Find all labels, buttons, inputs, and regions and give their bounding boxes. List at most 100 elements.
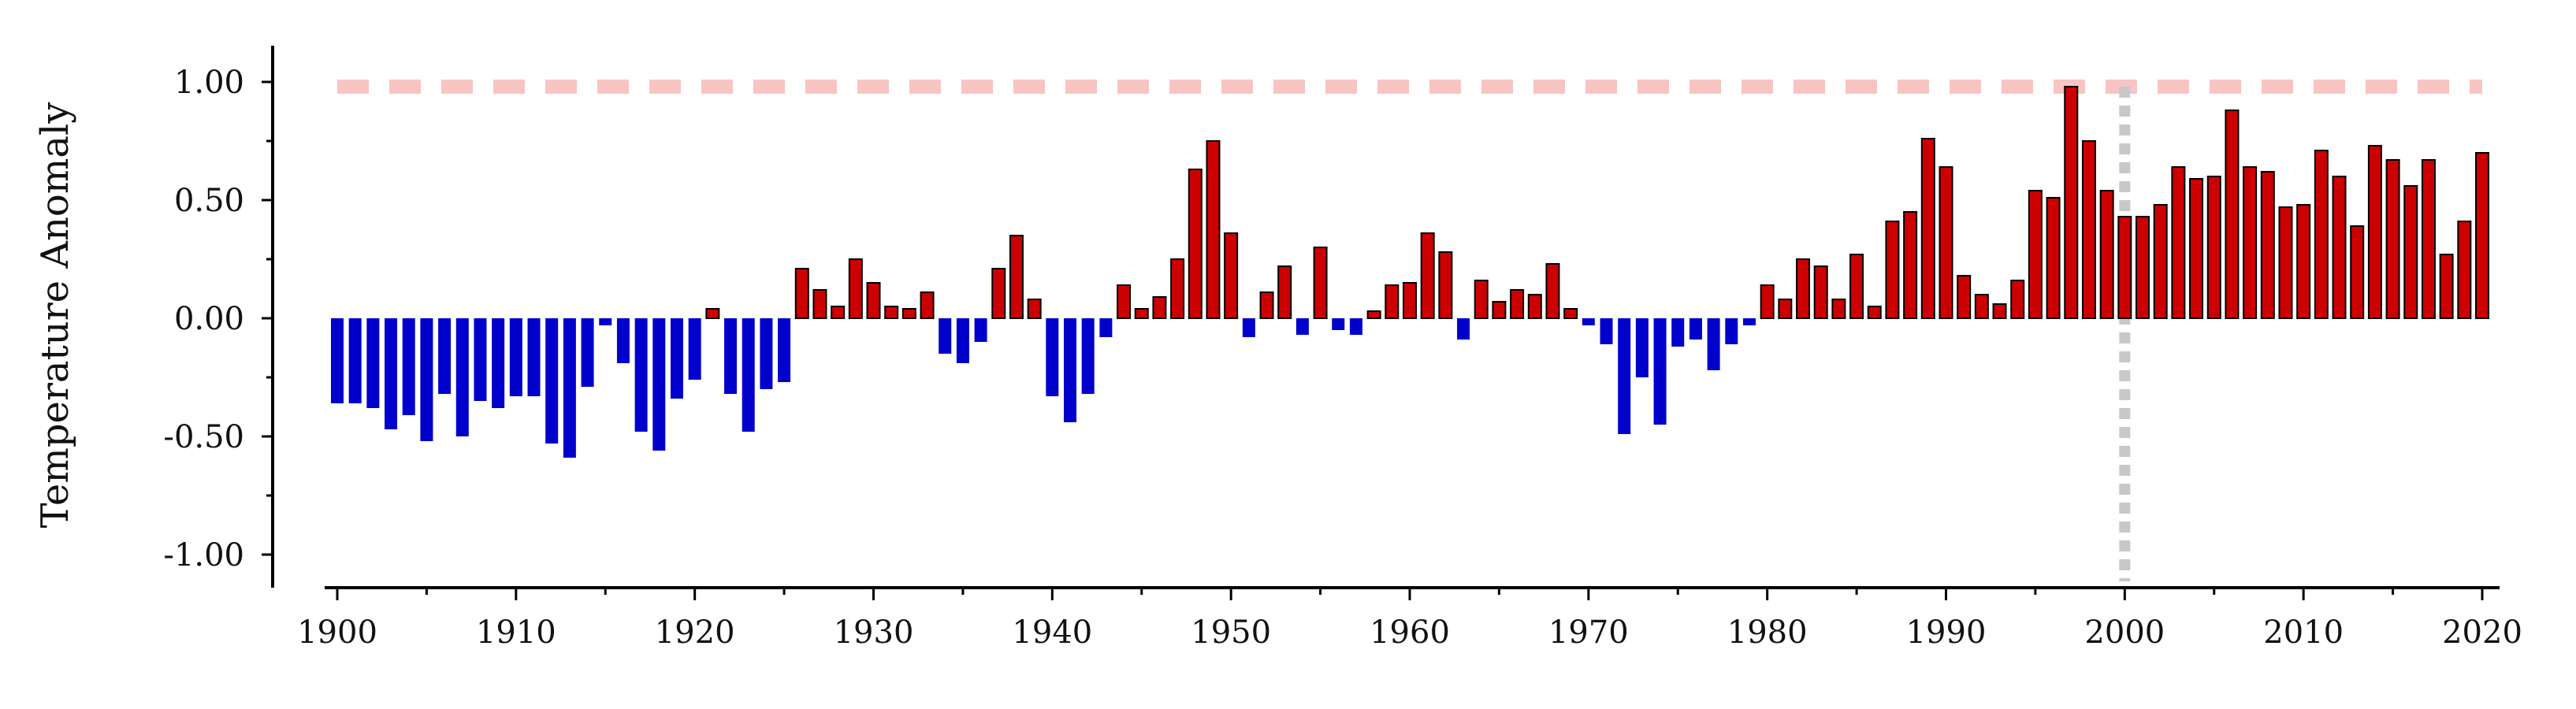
bar-1927 [812,289,827,319]
bar-1991 [1957,275,1972,319]
bar-2018 [2439,254,2454,319]
bar-1919 [670,318,683,399]
bar-1955 [1313,247,1328,319]
x-tick-label: 1910 [476,614,556,651]
bar-1935 [956,318,969,363]
bar-1928 [831,306,846,319]
bar-2004 [2189,178,2204,319]
x-tick-label: 2000 [2084,614,2165,651]
bar-1911 [527,318,541,396]
y-ticks-group: -1.00 -0.50 0.00 0.50 1.00 [163,65,273,574]
bar-1940 [1046,318,1059,396]
bar-1963 [1457,318,1470,340]
bars-group [331,86,2489,458]
bar-1981 [1778,299,1793,319]
bar-1948 [1188,169,1203,319]
bar-1901 [348,318,362,403]
x-tick-label: 2010 [2263,614,2344,651]
bar-1904 [402,318,415,415]
bar-1961 [1420,232,1435,319]
bar-1984 [1831,299,1846,319]
bar-1924 [760,318,773,389]
bar-1968 [1545,263,1560,319]
bar-1923 [742,318,755,432]
bar-2011 [2314,150,2329,319]
bar-1977 [1707,318,1720,370]
bar-2003 [2171,166,2186,319]
bar-1979 [1742,318,1756,325]
reference-lines [337,80,2482,581]
y-tick-label: 0.50 [174,183,244,219]
bar-1945 [1134,308,1149,319]
bar-1946 [1152,296,1167,319]
bar-1969 [1563,308,1578,319]
bar-1959 [1385,284,1400,319]
bar-1951 [1242,318,1255,337]
bar-1939 [1027,299,1042,319]
bar-1930 [866,282,881,319]
bar-1953 [1277,265,1292,319]
bar-1905 [420,318,433,441]
bar-1980 [1760,284,1775,319]
bar-1972 [1618,318,1631,434]
x-tick-label: 1990 [1906,614,1987,651]
bar-2007 [2243,166,2258,319]
x-tick-label: 1900 [297,614,377,651]
y-tick-label: -1.00 [163,537,244,574]
bar-1996 [2046,197,2061,319]
bar-1950 [1224,232,1239,319]
bar-1983 [1813,265,1828,319]
bar-1913 [563,318,576,458]
bar-1907 [455,318,469,436]
bar-1943 [1099,318,1113,337]
bar-1997 [2064,86,2079,319]
bar-1975 [1671,318,1685,347]
bar-1986 [1867,306,1882,319]
bar-1932 [901,308,916,319]
bar-1921 [705,308,720,319]
bar-1902 [366,318,380,408]
bar-1915 [599,318,612,325]
bar-1906 [438,318,452,394]
bar-2010 [2296,204,2311,319]
bar-2016 [2403,185,2418,319]
bar-1966 [1510,289,1525,319]
bar-1917 [634,318,648,432]
y-axis-title: Temperature Anomaly [33,102,77,529]
bar-1949 [1206,140,1221,319]
bar-1978 [1725,318,1738,344]
bar-1929 [848,258,863,319]
bar-1987 [1885,221,1900,319]
bar-1990 [1939,166,1953,319]
bar-1942 [1081,318,1095,394]
bar-2001 [2136,216,2150,319]
bar-1909 [492,318,505,408]
bar-2009 [2278,206,2293,319]
bar-1992 [1974,294,1989,319]
bar-2006 [2225,110,2240,319]
bar-1910 [509,318,522,396]
bar-1920 [688,318,701,380]
bar-1985 [1849,254,1864,319]
y-tick-label: 0.00 [174,301,244,337]
bar-1989 [1920,138,1935,319]
bar-1957 [1349,318,1362,335]
bar-1954 [1295,318,1309,335]
bar-1938 [1009,235,1024,319]
bar-1941 [1064,318,1077,422]
bar-1922 [724,318,738,394]
bar-1958 [1366,310,1381,319]
bar-2013 [2350,225,2365,319]
bar-1974 [1653,318,1667,425]
bar-1918 [652,318,666,451]
bar-1998 [2081,140,2096,319]
bar-2012 [2332,176,2347,319]
bar-1926 [794,268,809,319]
x-tick-label: 2020 [2442,614,2522,651]
bar-1971 [1600,318,1613,344]
bar-1925 [778,318,791,382]
bar-1903 [385,318,398,429]
bar-2005 [2206,176,2221,319]
bar-1962 [1438,251,1453,319]
bar-2014 [2367,145,2382,319]
